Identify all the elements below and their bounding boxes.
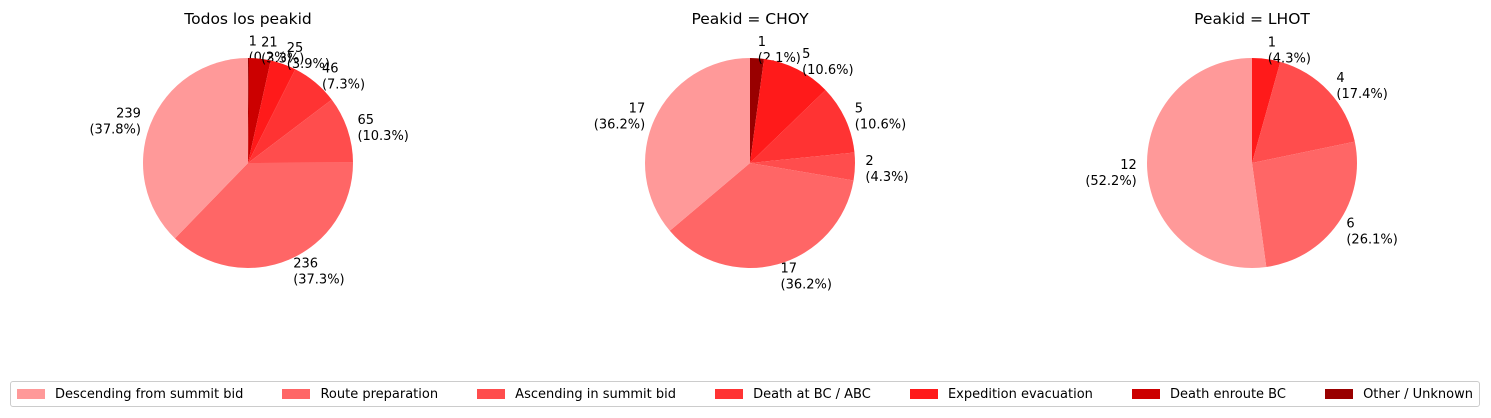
pie-slice xyxy=(248,60,296,163)
pie-slice xyxy=(248,58,250,163)
pie-slice xyxy=(750,90,855,163)
slice-data-label: 5 (10.6%) xyxy=(855,101,906,132)
slice-data-label: 1 (4.3%) xyxy=(1268,36,1311,67)
legend-swatch xyxy=(1325,389,1354,399)
pie-slice xyxy=(248,99,353,163)
legend-item: Descending from summit bid xyxy=(17,387,243,402)
legend-label: Route preparation xyxy=(320,386,439,402)
legend-swatch xyxy=(715,389,744,399)
legend-item: Death at BC / ABC xyxy=(715,387,871,402)
slice-data-label: 17 (36.2%) xyxy=(594,101,645,132)
pie-slice xyxy=(1147,58,1267,268)
pie-slice xyxy=(248,58,271,163)
slice-data-label: 5 (10.6%) xyxy=(802,47,853,78)
pie-slice xyxy=(669,163,854,268)
legend-label: Death at BC / ABC xyxy=(753,386,871,402)
pie-slice xyxy=(1252,141,1358,268)
chart-title: Peakid = LHOT xyxy=(1194,10,1310,28)
pie-slice xyxy=(1252,61,1355,163)
slice-data-label: 25 (3.9%) xyxy=(287,41,330,72)
slice-data-label: 239 (37.8%) xyxy=(89,107,140,138)
legend-label: Descending from summit bid xyxy=(55,386,244,402)
pie-slice xyxy=(750,152,855,181)
legend-item: Expedition evacuation xyxy=(909,386,1093,402)
slice-data-label: 65 (10.3%) xyxy=(357,113,408,144)
legend-swatch xyxy=(1132,389,1161,399)
legend-label: Ascending in summit bid xyxy=(515,386,676,402)
legend-label: Death enroute BC xyxy=(1170,386,1286,402)
slice-data-label: 2 (4.3%) xyxy=(865,154,908,185)
slice-data-label: 6 (26.1%) xyxy=(1346,217,1397,248)
pie-slice xyxy=(1252,58,1281,163)
chart-title: Peakid = CHOY xyxy=(691,10,809,28)
legend-swatch xyxy=(17,389,45,399)
chart-title: Todos los peakid xyxy=(183,10,311,28)
legend-swatch xyxy=(282,389,311,399)
pie-chart: Peakid = LHOT 1 (4.3%) 4 (17.4%) 6 (26.1%) 12 (5… xyxy=(1085,10,1398,268)
slice-data-label: 17 (36.2%) xyxy=(781,261,832,292)
legend-item: Ascending in summit bid xyxy=(477,387,676,402)
slice-data-label: 12 (52.2%) xyxy=(1085,158,1136,189)
pie-slice xyxy=(750,58,826,164)
chart-legend: Descending from summit bid Route prepara… xyxy=(10,381,1480,407)
pie-slice xyxy=(248,69,332,163)
pie-slice xyxy=(174,162,353,268)
slice-data-label: 4 (17.4%) xyxy=(1336,71,1387,102)
legend-swatch xyxy=(909,389,938,399)
legend-item: Route preparation xyxy=(282,387,438,402)
pie-slice xyxy=(645,58,750,231)
slice-data-label: 46 (7.3%) xyxy=(322,61,365,92)
pie-slice xyxy=(750,58,764,163)
legend-item: Death enroute BC xyxy=(1132,387,1286,402)
legend-swatch xyxy=(477,389,506,399)
pie-slice xyxy=(143,58,248,239)
slice-data-label: 236 (37.3%) xyxy=(293,256,344,287)
legend-item: Other / Unknown xyxy=(1325,387,1473,402)
legend-label: Expedition evacuation xyxy=(947,386,1093,402)
legend-label: Other / Unknown xyxy=(1363,386,1473,402)
